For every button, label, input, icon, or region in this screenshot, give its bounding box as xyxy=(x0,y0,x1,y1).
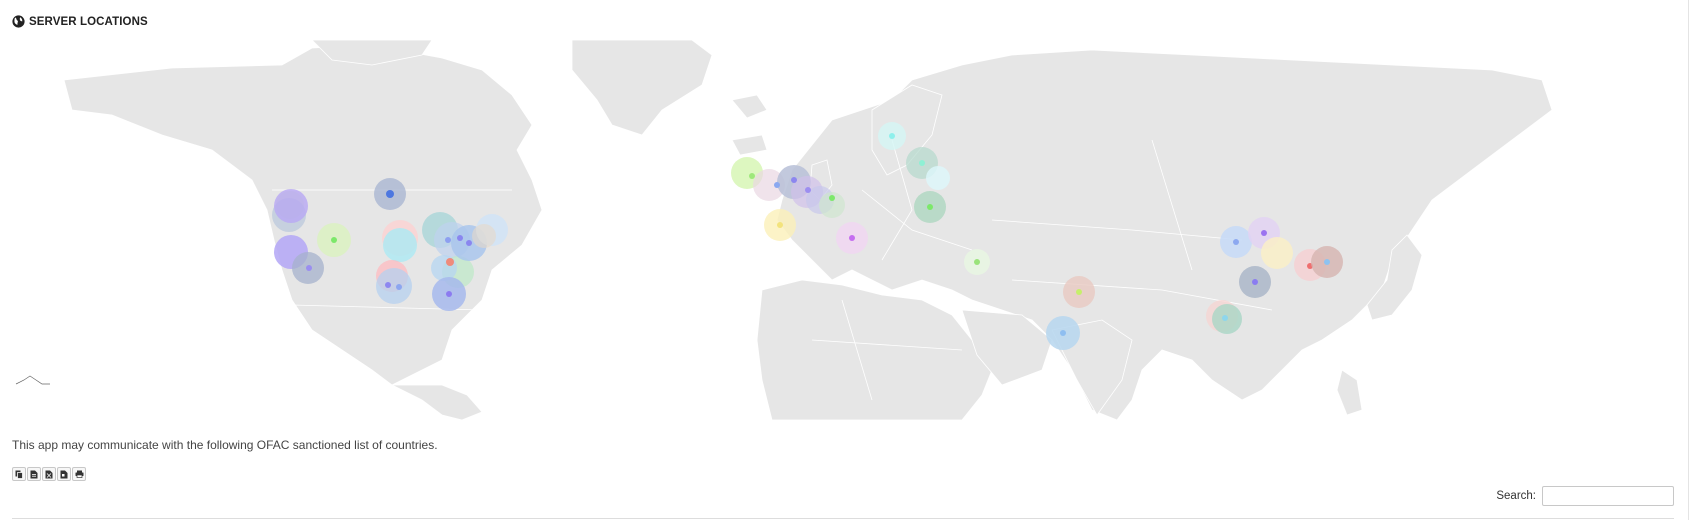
server-marker-dot xyxy=(457,235,463,241)
copy-icon xyxy=(15,470,23,479)
server-marker-dot xyxy=(829,195,835,201)
server-marker-dot xyxy=(385,282,391,288)
pdf-button[interactable] xyxy=(57,467,71,481)
country-borders xyxy=(272,139,1273,401)
server-marker-dot xyxy=(849,235,855,241)
server-marker-dot xyxy=(774,182,780,188)
server-marker-dot xyxy=(1060,330,1066,336)
csv-file-icon xyxy=(30,470,38,478)
server-marker-dot xyxy=(919,160,925,166)
server-marker xyxy=(1261,237,1293,269)
server-marker-dot xyxy=(1252,279,1258,285)
server-marker-dot xyxy=(446,258,454,266)
server-marker-dot xyxy=(1324,259,1330,265)
table-search: Search: xyxy=(1496,486,1674,506)
server-marker xyxy=(926,166,950,190)
ofac-notice: This app may communicate with the follow… xyxy=(12,438,438,452)
pdf-file-icon xyxy=(60,470,68,478)
globe-icon xyxy=(12,15,25,28)
panel-title: SERVER LOCATIONS xyxy=(29,15,148,28)
map-attribution-icon xyxy=(15,375,50,385)
server-marker xyxy=(376,268,412,304)
server-marker-dot xyxy=(446,291,452,297)
world-map[interactable] xyxy=(12,40,1642,420)
server-marker-dot xyxy=(889,133,895,139)
panel-header: SERVER LOCATIONS xyxy=(12,15,148,28)
csv-button[interactable] xyxy=(27,467,41,481)
server-marker xyxy=(383,228,417,262)
server-marker-dot xyxy=(445,237,451,243)
server-marker-dot xyxy=(927,204,933,210)
copy-button[interactable] xyxy=(12,467,26,481)
table-top-divider xyxy=(12,518,1674,519)
server-marker-dot xyxy=(1261,230,1267,236)
server-marker-dot xyxy=(1233,239,1239,245)
server-marker-dot xyxy=(749,173,755,179)
print-button[interactable] xyxy=(72,467,86,481)
excel-file-icon xyxy=(45,470,53,478)
server-marker-dot xyxy=(805,187,811,193)
server-marker-dot xyxy=(386,190,394,198)
search-label: Search: xyxy=(1496,490,1536,502)
server-marker xyxy=(472,224,496,248)
server-marker-dot xyxy=(306,265,312,271)
server-marker xyxy=(274,189,308,223)
server-marker-dot xyxy=(396,284,402,290)
server-marker-dot xyxy=(974,259,980,265)
excel-button[interactable] xyxy=(42,467,56,481)
server-marker-dot xyxy=(331,237,337,243)
search-input[interactable] xyxy=(1542,486,1674,506)
print-icon xyxy=(75,470,83,478)
server-marker xyxy=(753,169,785,201)
export-button-group xyxy=(12,467,87,481)
server-marker-dot xyxy=(777,222,783,228)
server-markers xyxy=(272,122,1343,350)
server-marker-dot xyxy=(1222,315,1228,321)
server-marker-dot xyxy=(466,240,472,246)
server-marker xyxy=(431,255,457,281)
server-marker xyxy=(819,192,845,218)
server-marker-dot xyxy=(791,177,797,183)
server-marker-dot xyxy=(1076,289,1082,295)
